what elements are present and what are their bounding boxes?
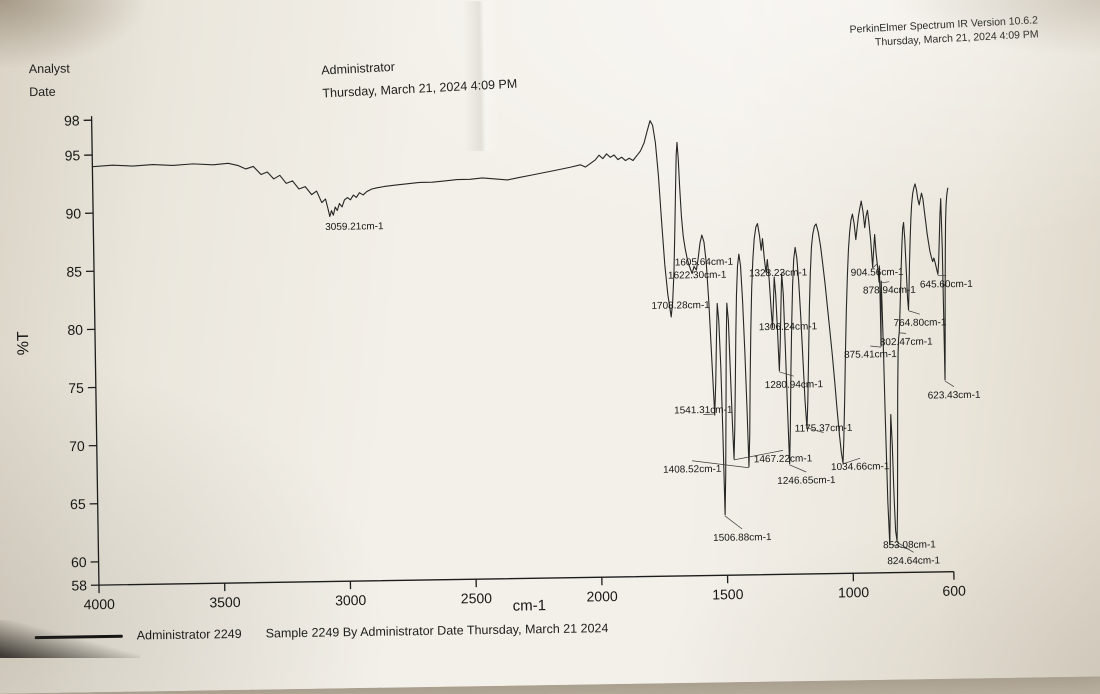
peak-leader-line: [938, 275, 946, 276]
peak-leader-line: [725, 516, 742, 530]
legend-line-swatch: [35, 635, 123, 639]
peak-leader-line: [692, 460, 749, 469]
peak-label: 1541.31cm-1: [674, 405, 733, 417]
peak-label: 853.08cm-1: [883, 539, 936, 551]
y-tick-label: 60: [71, 554, 87, 570]
peak-label: 1034.66cm-1: [831, 461, 890, 473]
peak-label: 1175.37cm-1: [795, 423, 853, 435]
peak-label: 1328.23cm-1: [749, 267, 808, 279]
peak-leader-line: [703, 414, 714, 415]
photo-background: Analyst Date Administrator Thursday, Mar…: [0, 0, 1100, 658]
peak-label: 1467.22cm-1: [754, 453, 813, 465]
y-tick-label: 70: [69, 438, 85, 454]
y-tick-label: 98: [64, 112, 80, 128]
peak-label: 878.94cm-1: [863, 285, 916, 297]
peak-leader-line: [899, 333, 906, 334]
peak-leader-line: [790, 465, 807, 473]
y-tick-label: 95: [64, 147, 80, 163]
legend-sample-name: Administrator 2249: [137, 627, 242, 643]
peak-label: 1306.24cm-1: [759, 321, 818, 333]
x-tick-label: 3500: [209, 594, 241, 610]
peak-label: 904.56cm-1: [851, 267, 904, 279]
x-axis-title: cm-1: [479, 597, 579, 616]
peak-label: 623.43cm-1: [928, 390, 981, 402]
peak-label: 3059.21cm-1: [325, 221, 384, 233]
header-right: PerkinElmer Spectrum IR Version 10.6.2 T…: [849, 14, 1039, 51]
peak-label: 1408.52cm-1: [663, 464, 722, 476]
peak-label: 802.47cm-1: [880, 336, 933, 348]
x-tick-label: 4000: [84, 596, 116, 612]
sample-description: Sample 2249 By Administrator Date Thursd…: [266, 621, 609, 640]
peak-leader-line: [872, 264, 877, 268]
peak-label: 1605.64cm-1: [675, 257, 734, 269]
x-tick-label: 1000: [838, 584, 870, 600]
peak-leader-line: [890, 543, 910, 549]
spectrum-trace: [92, 116, 954, 557]
peak-leader-line: [734, 450, 783, 460]
peak-leader-line: [945, 381, 954, 387]
header-center: Administrator Thursday, March 21, 2024 4…: [321, 50, 518, 106]
y-axis-title: %T: [15, 321, 34, 365]
y-tick-label: 75: [68, 380, 84, 396]
legend-row: Administrator 2249 Sample 2249 By Adminis…: [35, 621, 609, 644]
y-tick-label: 90: [65, 205, 81, 221]
peak-leader-line: [807, 427, 824, 433]
peak-label: 875.41cm-1: [844, 349, 897, 361]
peak-label: 1622.30cm-1: [668, 270, 727, 282]
peak-label: 764.80cm-1: [893, 317, 946, 329]
peak-label: 824.64cm-1: [887, 555, 940, 567]
y-tick-label: 80: [67, 322, 83, 338]
y-tick-label: 58: [71, 577, 87, 593]
peak-label: 1506.88cm-1: [713, 532, 772, 544]
axes: [92, 103, 954, 585]
peak-leader-line: [908, 310, 919, 314]
y-tick-label: 85: [66, 263, 82, 279]
x-tick-label: 1500: [712, 586, 744, 602]
peak-leader-line: [779, 372, 793, 377]
peak-label: 1246.65cm-1: [777, 475, 836, 487]
peak-label: 1708.28cm-1: [651, 300, 710, 312]
peak-leader-line: [843, 458, 860, 464]
peak-leader-line: [897, 542, 914, 553]
date-label: Date: [29, 81, 70, 105]
peak-leader-line: [879, 282, 889, 284]
report-content: Analyst Date Administrator Thursday, Mar…: [0, 0, 1100, 667]
x-tick-label: 600: [942, 582, 966, 598]
peak-label: 645.60cm-1: [920, 279, 973, 291]
peak-label: 1280.94cm-1: [765, 379, 824, 391]
analyst-label: Analyst: [29, 58, 70, 82]
header-left: Analyst Date: [29, 58, 71, 105]
x-tick-label: 3000: [335, 592, 367, 608]
peak-leader-line: [870, 346, 881, 347]
y-tick-label: 65: [70, 496, 86, 512]
x-tick-label: 2000: [586, 588, 618, 604]
